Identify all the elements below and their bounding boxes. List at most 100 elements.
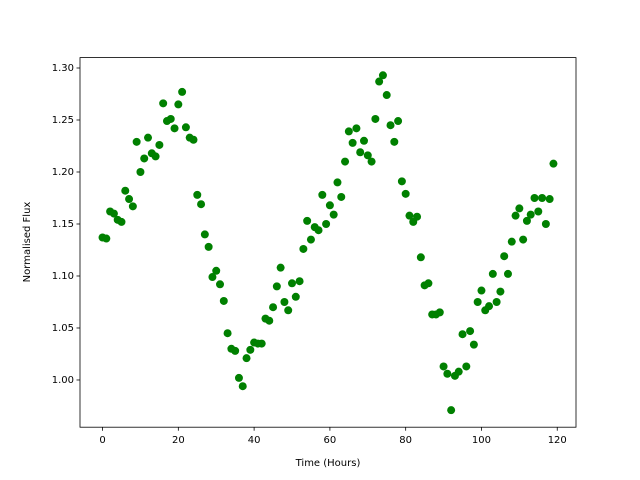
y-tick-label: 1.30 xyxy=(52,63,74,74)
point xyxy=(458,330,467,339)
point xyxy=(371,114,380,123)
point xyxy=(159,99,168,108)
point xyxy=(132,137,141,146)
point xyxy=(174,100,183,109)
point xyxy=(519,235,528,244)
point xyxy=(216,280,225,289)
point xyxy=(530,193,539,202)
y-tick-label: 1.00 xyxy=(52,375,74,386)
point xyxy=(416,253,425,262)
point xyxy=(170,124,179,133)
point xyxy=(265,316,274,325)
point xyxy=(269,303,278,312)
point xyxy=(534,207,543,216)
point xyxy=(238,382,247,391)
x-tick-label: 0 xyxy=(99,435,105,446)
point xyxy=(144,133,153,142)
x-tick-label: 60 xyxy=(324,435,337,446)
y-tick-label: 1.10 xyxy=(52,271,74,282)
point xyxy=(359,136,368,145)
point xyxy=(394,117,403,126)
point xyxy=(341,157,350,166)
point xyxy=(306,235,315,244)
plot-frame xyxy=(79,57,577,428)
point xyxy=(234,373,243,382)
x-tick-label: 80 xyxy=(399,435,412,446)
point xyxy=(272,282,281,291)
point xyxy=(242,354,251,363)
point xyxy=(363,151,372,160)
point xyxy=(200,230,209,239)
point xyxy=(549,159,558,168)
point xyxy=(545,195,554,204)
point xyxy=(276,263,285,272)
point xyxy=(424,279,433,288)
point xyxy=(223,329,232,338)
point xyxy=(102,234,111,243)
point xyxy=(526,210,535,219)
point xyxy=(128,202,137,211)
y-tick-label: 1.05 xyxy=(52,323,74,334)
point xyxy=(401,189,410,198)
point xyxy=(181,123,190,132)
point xyxy=(356,148,365,157)
point xyxy=(447,406,456,415)
point xyxy=(208,273,217,282)
point xyxy=(507,237,516,246)
point xyxy=(337,192,346,201)
point xyxy=(295,277,304,286)
point xyxy=(488,269,497,278)
point xyxy=(348,138,357,147)
point xyxy=(473,297,482,306)
point xyxy=(382,91,391,100)
point xyxy=(500,252,509,261)
point xyxy=(462,362,471,371)
point xyxy=(515,204,524,213)
point xyxy=(413,212,422,221)
point xyxy=(193,190,202,199)
x-tick-label: 100 xyxy=(472,435,491,446)
point xyxy=(212,266,221,275)
x-tick-label: 120 xyxy=(548,435,567,446)
point xyxy=(522,216,531,225)
point xyxy=(140,154,149,163)
point xyxy=(435,308,444,317)
point xyxy=(318,190,327,199)
point xyxy=(231,346,240,355)
point xyxy=(352,124,361,133)
y-tick-label: 1.15 xyxy=(52,219,74,230)
point xyxy=(155,140,164,149)
point xyxy=(166,114,175,123)
y-tick-label: 1.25 xyxy=(52,115,74,126)
point xyxy=(397,177,406,186)
point xyxy=(466,327,475,336)
point xyxy=(538,193,547,202)
point xyxy=(496,287,505,296)
point xyxy=(284,306,293,315)
point xyxy=(367,157,376,166)
point xyxy=(178,87,187,96)
point xyxy=(503,269,512,278)
point xyxy=(257,339,266,348)
point xyxy=(288,279,297,288)
point xyxy=(329,210,338,219)
point xyxy=(117,217,126,226)
point xyxy=(246,345,255,354)
point xyxy=(204,242,213,251)
point xyxy=(280,297,289,306)
point xyxy=(386,121,395,130)
point xyxy=(121,186,130,195)
point xyxy=(333,178,342,187)
point xyxy=(492,297,501,306)
y-tick-label: 1.20 xyxy=(52,167,74,178)
point xyxy=(378,71,387,80)
point xyxy=(219,296,228,305)
point xyxy=(299,244,308,253)
point xyxy=(344,127,353,136)
point xyxy=(390,137,399,146)
point xyxy=(439,362,448,371)
point xyxy=(291,292,300,301)
point xyxy=(151,152,160,161)
point xyxy=(125,195,134,204)
point xyxy=(197,200,206,209)
